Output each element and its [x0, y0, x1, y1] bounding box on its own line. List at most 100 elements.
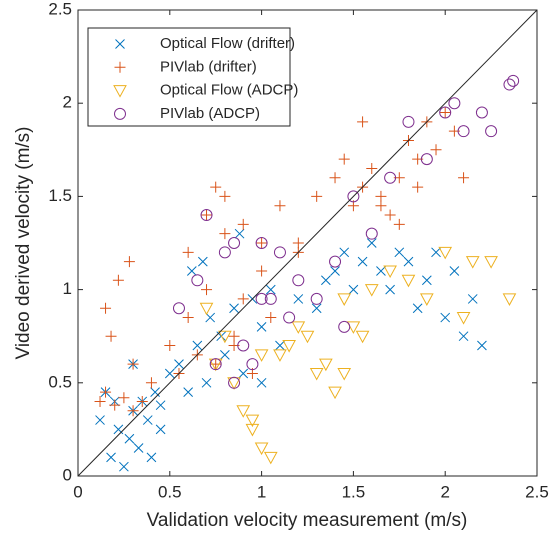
point	[237, 293, 249, 305]
point	[136, 395, 148, 407]
point	[100, 386, 112, 398]
legend-marker	[114, 61, 126, 73]
point	[412, 303, 423, 314]
point	[330, 266, 340, 276]
point	[118, 392, 130, 404]
point	[439, 106, 452, 119]
point	[448, 97, 461, 110]
point	[124, 433, 135, 444]
x-tick-label: 0.5	[158, 482, 182, 501]
point	[477, 340, 487, 351]
point	[186, 266, 197, 276]
point	[246, 358, 259, 371]
point	[265, 312, 277, 324]
point	[403, 256, 414, 267]
point	[197, 256, 208, 267]
point	[127, 405, 139, 417]
point	[420, 153, 433, 166]
point	[394, 247, 405, 258]
legend-marker	[113, 85, 127, 98]
y-tick-label: 2	[63, 93, 72, 112]
point	[142, 415, 153, 425]
point	[274, 200, 286, 212]
point	[348, 284, 359, 295]
point	[440, 312, 451, 323]
point	[133, 443, 144, 453]
point	[283, 311, 296, 324]
point	[502, 293, 517, 306]
point	[228, 376, 241, 389]
point	[182, 312, 194, 324]
point	[385, 284, 395, 295]
point	[191, 274, 204, 287]
point	[218, 330, 232, 344]
point	[254, 442, 269, 456]
point	[100, 302, 112, 314]
x-tick-label: 1	[257, 482, 266, 501]
identity-line	[77, 9, 538, 477]
point	[311, 190, 323, 202]
point	[465, 256, 480, 269]
point	[228, 330, 240, 342]
point	[201, 284, 213, 296]
y-tick-label: 1	[63, 279, 72, 298]
point	[256, 265, 268, 277]
legend-label: PIVlab (ADCP)	[160, 105, 260, 122]
point	[172, 302, 185, 315]
point	[220, 349, 230, 360]
legend: Optical Flow (drifter) PIVlab (drifter) Op…	[87, 27, 298, 127]
point	[245, 414, 260, 428]
point	[109, 399, 121, 411]
point	[467, 294, 478, 304]
point	[201, 377, 212, 388]
point	[337, 293, 352, 306]
point	[236, 405, 251, 418]
point	[338, 320, 351, 333]
point	[205, 312, 216, 323]
point	[402, 115, 415, 128]
point	[155, 424, 166, 435]
point	[164, 368, 175, 379]
point	[192, 340, 203, 351]
point	[319, 358, 333, 372]
point	[174, 359, 184, 370]
point	[218, 246, 231, 259]
point	[376, 266, 386, 276]
y-tick-label: 0.5	[48, 372, 72, 391]
point	[264, 293, 277, 305]
point	[421, 275, 432, 286]
point	[357, 116, 369, 128]
point	[219, 190, 231, 202]
point	[145, 377, 157, 389]
point	[346, 321, 361, 334]
point	[357, 256, 368, 267]
point	[456, 312, 471, 325]
point	[234, 228, 245, 239]
point	[439, 107, 451, 119]
point	[337, 367, 352, 381]
point	[275, 340, 285, 351]
point	[94, 395, 106, 407]
point	[105, 330, 117, 342]
legend-label: Optical Flow (drifter)	[160, 35, 295, 52]
point	[507, 74, 520, 87]
point	[150, 387, 160, 397]
legend-label: PIVlab (drifter)	[160, 58, 257, 75]
point	[364, 284, 379, 297]
point	[238, 368, 249, 379]
point	[355, 330, 370, 344]
x-axis-label: Validation velocity measurement (m/s)	[147, 510, 468, 531]
point	[273, 349, 287, 362]
point	[347, 190, 360, 203]
y-tick-label: 2.5	[48, 0, 72, 18]
point	[457, 125, 470, 138]
point	[237, 339, 250, 352]
point	[449, 266, 460, 276]
point	[256, 322, 267, 332]
point	[112, 274, 124, 286]
point	[365, 227, 378, 240]
point	[106, 452, 116, 463]
legend-box	[87, 27, 291, 127]
point	[328, 386, 342, 400]
